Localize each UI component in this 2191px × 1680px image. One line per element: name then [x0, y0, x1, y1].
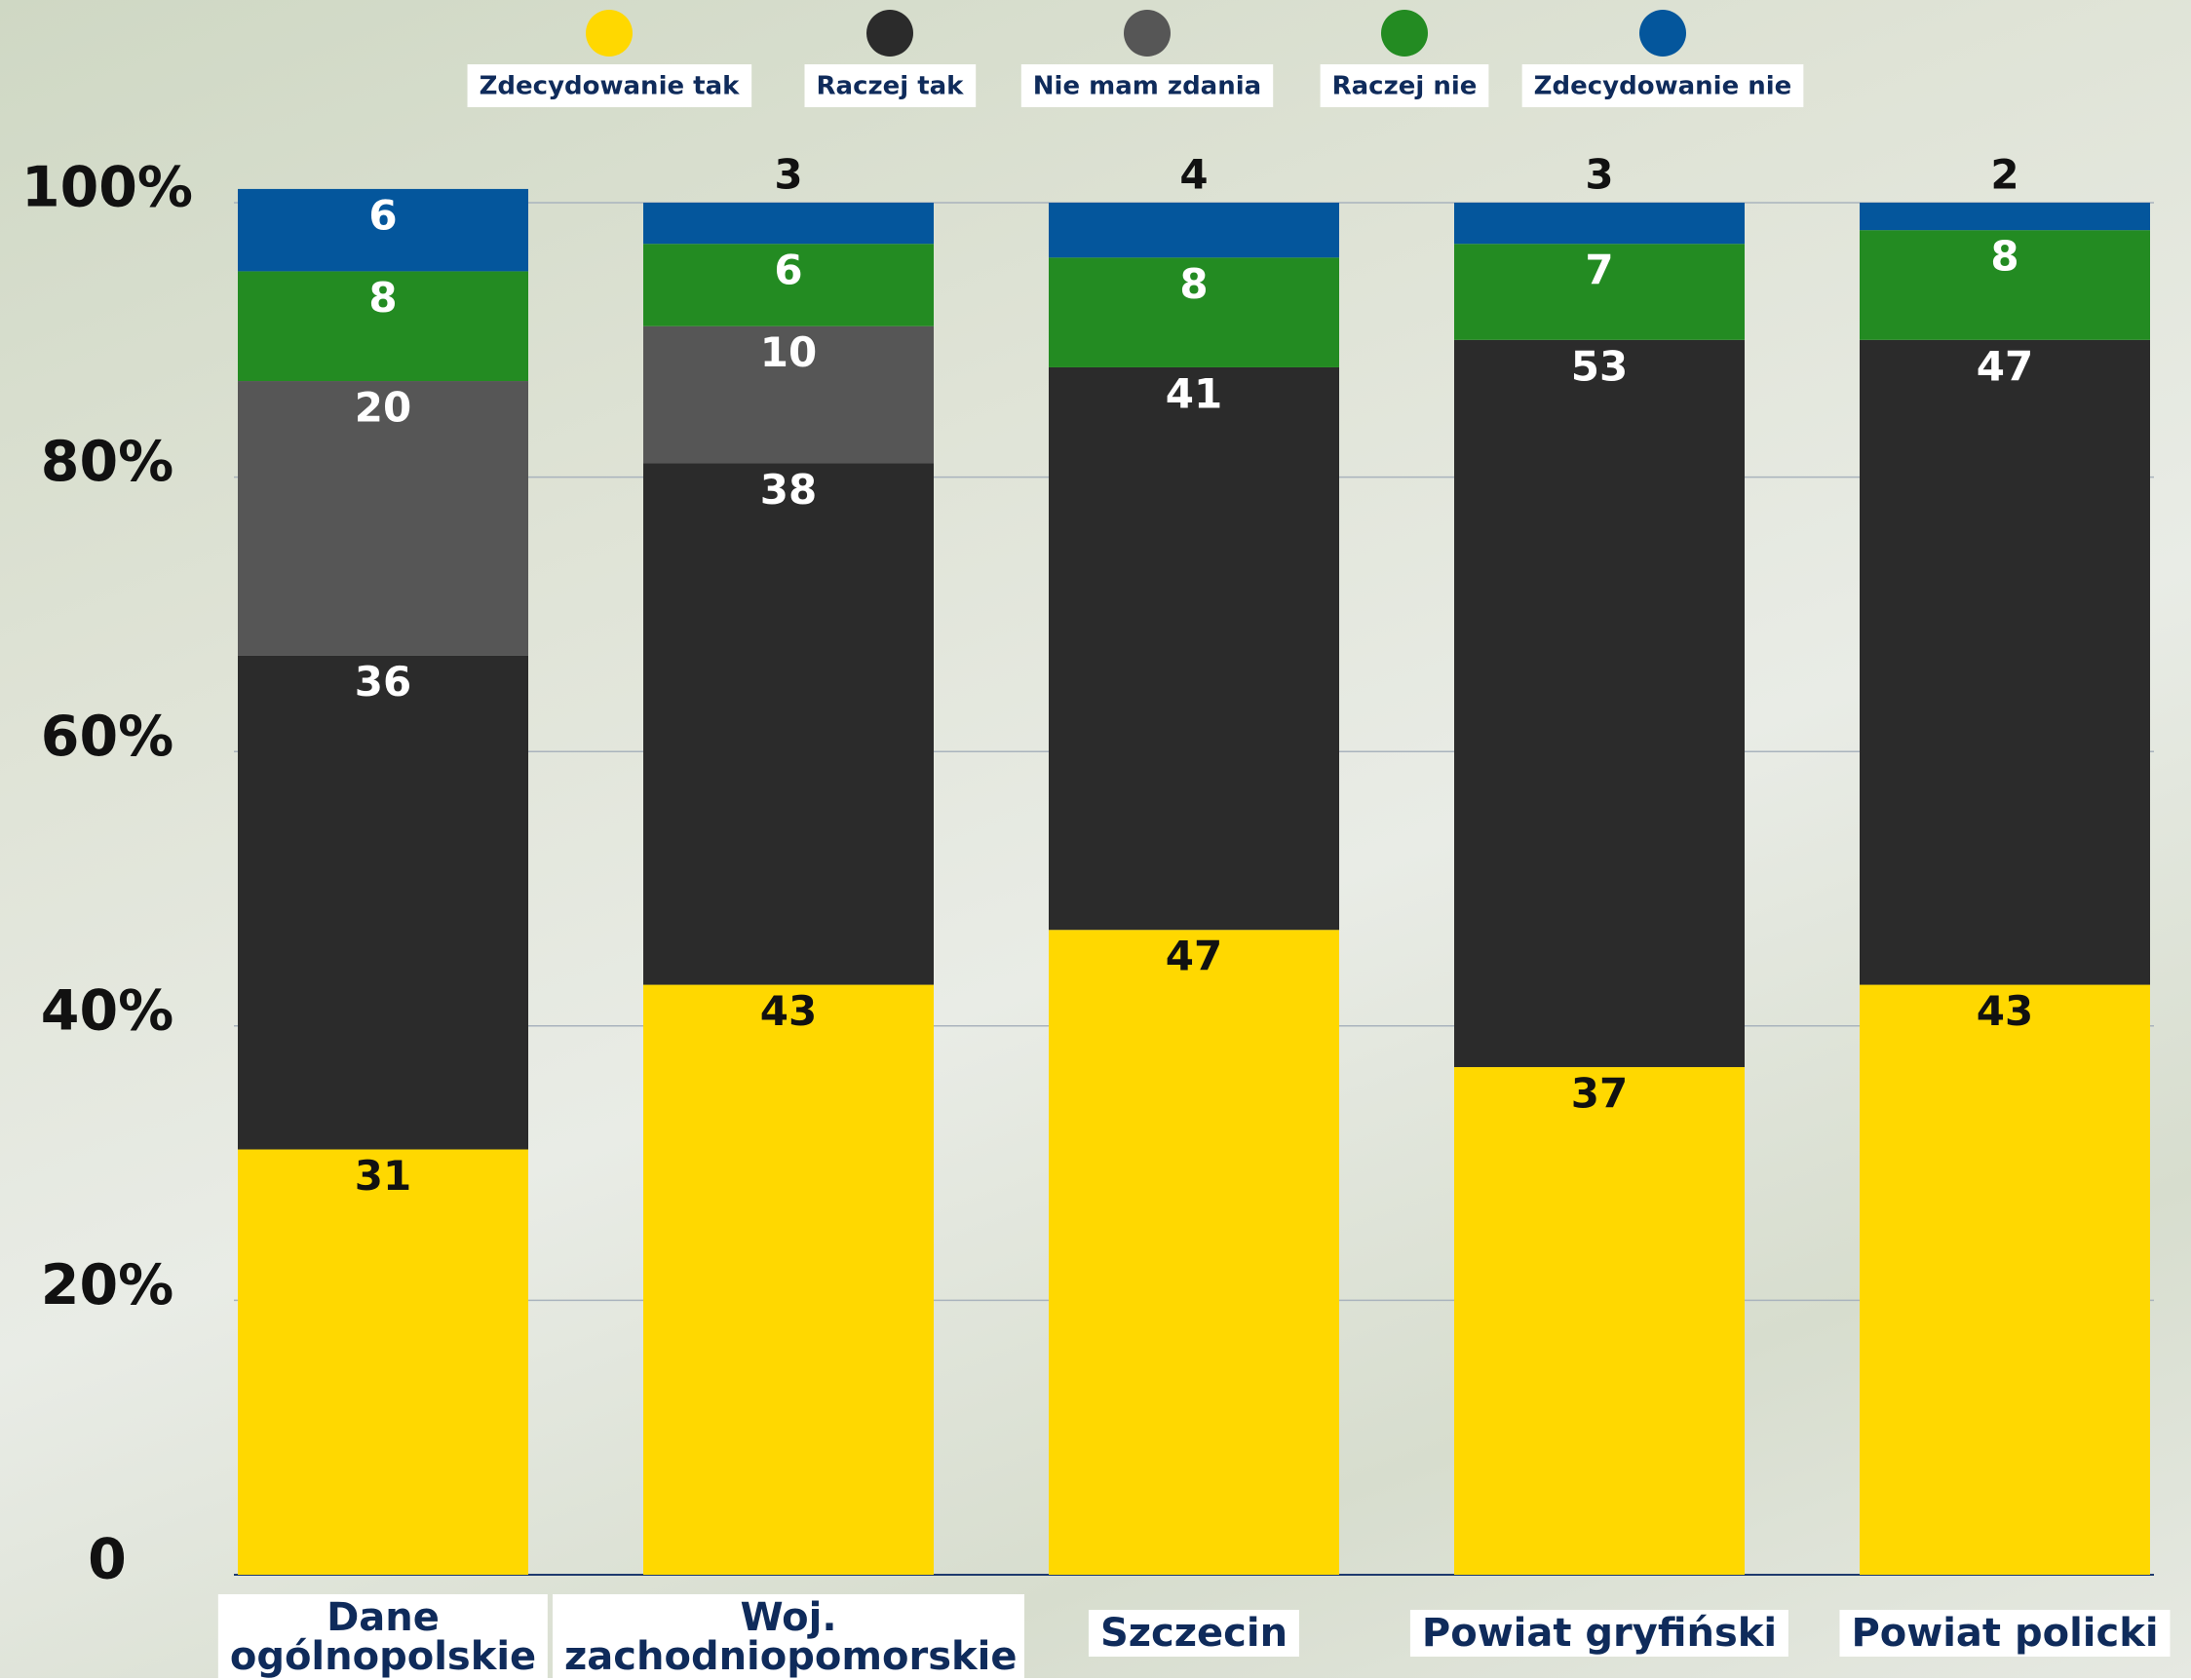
x-tick-label: Szczecin	[1088, 1610, 1300, 1657]
legend-marker	[1381, 10, 1428, 57]
bar-segment	[238, 188, 528, 272]
y-tick-label: 20%	[41, 1253, 173, 1317]
bar-segment	[1860, 984, 2150, 1575]
bar-segment	[643, 463, 934, 985]
bar-segment	[1860, 230, 2150, 340]
bar-segment	[238, 381, 528, 656]
y-tick-label: 80%	[41, 430, 173, 494]
value-label: 41	[1166, 369, 1222, 417]
value-label: 10	[760, 328, 817, 376]
legend-label-bg	[1320, 64, 1489, 107]
y-tick-label: 40%	[41, 978, 173, 1043]
bar-segment	[1049, 203, 1339, 258]
value-label: 47	[1166, 933, 1222, 980]
bar-segment	[238, 271, 528, 382]
bar-segment	[1454, 339, 1745, 1068]
bar-segment	[1454, 203, 1745, 245]
value-label: 8	[1990, 233, 2018, 281]
legend-label: Zdecydowanie nie	[1534, 72, 1792, 101]
y-tick-label: 0	[88, 1528, 127, 1592]
bar-segment	[643, 203, 934, 245]
value-label: 8	[1179, 260, 1208, 308]
bar-segment	[1454, 244, 1745, 340]
x-tick-label: Powiat policki	[1839, 1610, 2171, 1657]
y-tick-label: 100%	[21, 156, 193, 220]
bar-segment	[643, 244, 934, 326]
bar-segment	[1860, 203, 2150, 231]
bar-segment	[1860, 339, 2150, 985]
legend-label-bg	[1521, 64, 1804, 107]
value-label: 43	[1977, 987, 2033, 1035]
bar-segment	[643, 984, 934, 1575]
legend-marker	[1124, 10, 1171, 57]
bar-segment	[238, 655, 528, 1150]
value-label: 7	[1585, 247, 1613, 294]
legend-marker	[1639, 10, 1686, 57]
value-label: 2	[1990, 151, 2018, 199]
value-label: 31	[355, 1152, 411, 1200]
bar-segment	[238, 1149, 528, 1575]
legend-label-bg	[467, 64, 752, 107]
bar-segment	[643, 325, 934, 464]
legend-label: Zdecydowanie tak	[480, 72, 741, 101]
value-label: 43	[760, 987, 817, 1035]
value-label: 37	[1571, 1070, 1628, 1118]
legend-label: Raczej nie	[1332, 72, 1478, 101]
value-label: 8	[368, 274, 397, 322]
legend-label-bg	[804, 64, 977, 107]
value-label: 53	[1571, 342, 1628, 390]
value-label: 6	[774, 247, 802, 294]
legend-label: Nie mam zdania	[1033, 72, 1261, 101]
legend-label-bg	[1020, 64, 1274, 107]
value-label: 47	[1977, 342, 2033, 390]
y-tick-label: 60%	[41, 705, 173, 769]
value-label: 6	[368, 191, 397, 239]
value-label: 3	[774, 151, 802, 199]
value-label: 38	[760, 466, 817, 514]
legend-marker	[586, 10, 633, 57]
value-label: 4	[1179, 151, 1208, 199]
value-label: 3	[1585, 151, 1613, 199]
value-label: 36	[355, 658, 411, 706]
legend-label: Raczej tak	[817, 72, 965, 101]
value-label: 20	[355, 384, 411, 432]
bar-segment	[1049, 257, 1339, 367]
legend-marker	[866, 10, 913, 57]
x-tick-label: Dane ogólnopolskie	[217, 1594, 549, 1680]
bar-segment	[1049, 366, 1339, 931]
x-tick-label: Powiat gryfiński	[1409, 1610, 1789, 1657]
bar-segment	[1049, 930, 1339, 1575]
bar-segment	[1454, 1067, 1745, 1575]
x-tick-label: Woj. zachodniopomorskie	[553, 1594, 1024, 1680]
